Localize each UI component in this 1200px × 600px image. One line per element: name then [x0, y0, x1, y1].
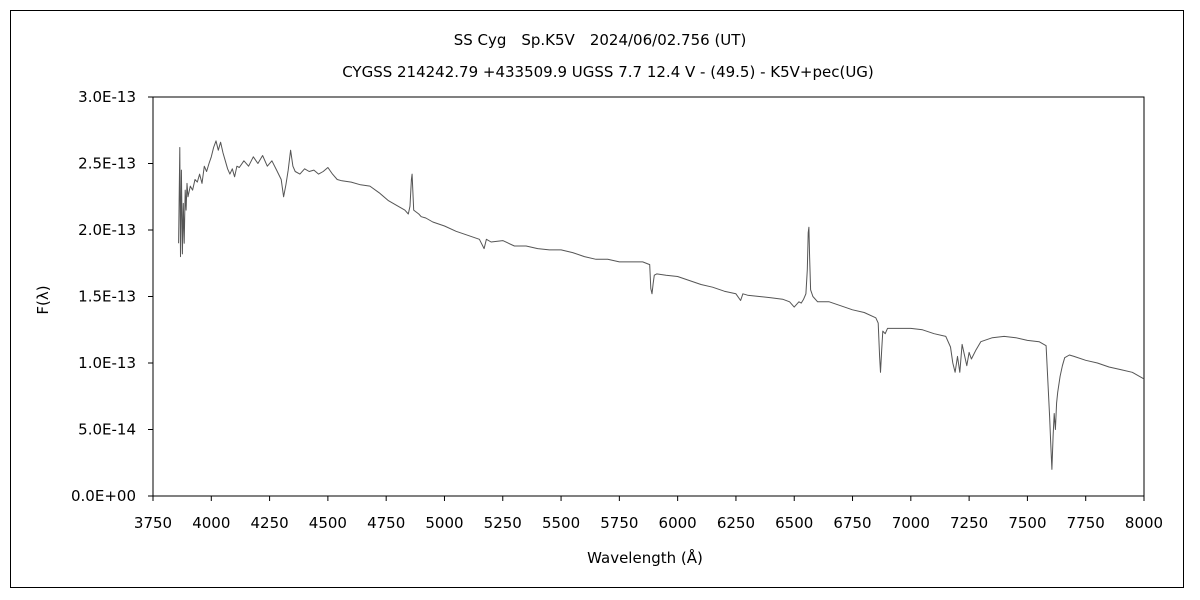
x-tick-label: 5500: [542, 514, 580, 532]
y-tick-label: 5.0E-14: [78, 421, 136, 439]
y-tick-label: 3.0E-13: [78, 88, 136, 106]
chart-frame: [10, 10, 1184, 588]
x-tick-label: 5750: [600, 514, 638, 532]
y-tick-label: 0.0E+00: [71, 487, 136, 505]
x-tick-label: 4000: [192, 514, 230, 532]
x-tick-label: 6750: [833, 514, 871, 532]
x-axis-label: Wavelength (Å): [587, 548, 703, 567]
x-tick-label: 7500: [1008, 514, 1046, 532]
x-tick-label: 4500: [309, 514, 347, 532]
x-tick-label: 8000: [1125, 514, 1163, 532]
x-tick-label: 6250: [717, 514, 755, 532]
y-axis-label: F(λ): [34, 285, 52, 314]
chart-subtitle: CYGSS 214242.79 +433509.9 UGSS 7.7 12.4 …: [342, 63, 874, 81]
x-tick-label: 7250: [950, 514, 988, 532]
y-tick-label: 1.0E-13: [78, 354, 136, 372]
x-tick-label: 7750: [1067, 514, 1105, 532]
x-tick-label: 6000: [659, 514, 697, 532]
x-tick-label: 5250: [484, 514, 522, 532]
plot-area: [152, 96, 1145, 497]
x-tick-label: 5000: [425, 514, 463, 532]
spectrum-line: [178, 140, 1145, 470]
chart-title: SS Cyg Sp.K5V 2024/06/02.756 (UT): [454, 31, 747, 49]
y-tick-label: 1.5E-13: [78, 288, 136, 306]
x-tick-label: 4750: [367, 514, 405, 532]
x-tick-label: 6500: [775, 514, 813, 532]
x-tick-label: 7000: [892, 514, 930, 532]
y-tick-label: 2.5E-13: [78, 155, 136, 173]
x-tick-label: 4250: [250, 514, 288, 532]
x-tick-label: 3750: [134, 514, 172, 532]
y-tick-label: 2.0E-13: [78, 221, 136, 239]
